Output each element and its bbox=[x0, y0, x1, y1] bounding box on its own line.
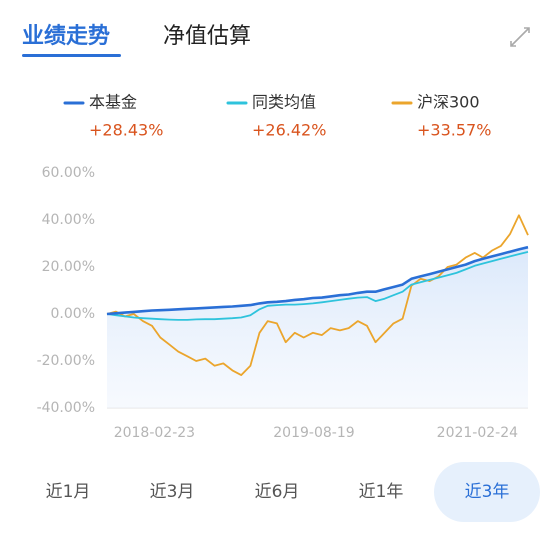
range-button[interactable]: 近3月 bbox=[150, 482, 195, 502]
tab[interactable]: 净值估算 bbox=[163, 24, 251, 49]
y-tick-label: 20.00% bbox=[42, 259, 95, 275]
range-button[interactable]: 近6月 bbox=[255, 482, 300, 502]
y-tick-label: -20.00% bbox=[37, 353, 95, 369]
legend-label: 同类均值 bbox=[252, 93, 316, 112]
range-button[interactable]: 近1月 bbox=[46, 482, 91, 502]
y-tick-label: -40.00% bbox=[37, 400, 95, 416]
legend-label: 沪深300 bbox=[417, 93, 480, 112]
y-tick-label: 40.00% bbox=[42, 212, 95, 228]
series-line bbox=[106, 214, 529, 376]
x-tick-label: 2018-02-23 bbox=[114, 425, 195, 441]
legend-label: 本基金 bbox=[89, 93, 137, 112]
expand-icon[interactable] bbox=[510, 27, 530, 47]
range-button-bg[interactable] bbox=[434, 462, 540, 522]
legend-change: +26.42% bbox=[252, 121, 326, 140]
y-tick-label: 60.00% bbox=[42, 165, 95, 181]
y-tick-label: 0.00% bbox=[51, 306, 95, 322]
tab-underline bbox=[22, 54, 121, 57]
series-line bbox=[106, 251, 529, 321]
x-tick-label: 2019-08-19 bbox=[273, 425, 354, 441]
x-tick-label: 2021-02-24 bbox=[437, 425, 518, 441]
tab[interactable]: 业绩走势 bbox=[22, 23, 110, 49]
legend-change: +28.43% bbox=[89, 121, 163, 140]
fund-area bbox=[107, 247, 528, 408]
range-button[interactable]: 近3年 bbox=[465, 482, 510, 502]
series-line bbox=[106, 245, 529, 316]
range-button[interactable]: 近1年 bbox=[359, 482, 404, 502]
legend-change: +33.57% bbox=[417, 121, 491, 140]
